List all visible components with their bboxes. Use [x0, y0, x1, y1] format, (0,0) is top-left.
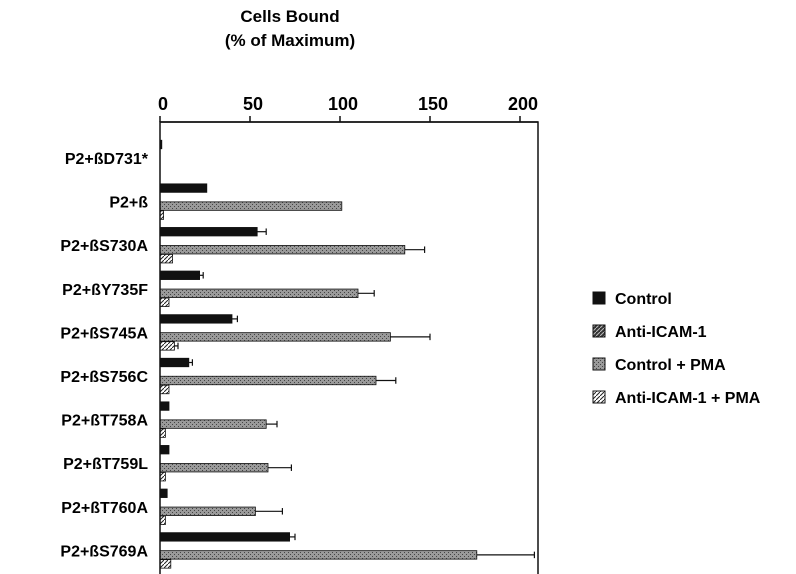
bar — [159, 445, 170, 455]
bar — [159, 288, 359, 298]
bar — [159, 314, 233, 324]
chart-title-line-1: Cells Bound — [240, 7, 339, 26]
bar — [159, 183, 208, 193]
x-tick-label: 150 — [418, 94, 448, 114]
bar — [159, 375, 377, 386]
bar — [159, 472, 166, 482]
category-label: P2+ßS756C — [60, 369, 148, 386]
x-tick-label: 100 — [328, 94, 358, 114]
category-label: P2+ßY735F — [62, 282, 148, 299]
legend-swatch — [592, 324, 606, 338]
x-tick-label: 50 — [243, 94, 263, 114]
bar — [159, 201, 343, 211]
category-label: P2+ßS730A — [60, 238, 148, 255]
bar — [159, 401, 170, 411]
bar — [159, 254, 174, 264]
legend-label: Control + PMA — [615, 357, 726, 374]
bar — [159, 550, 478, 560]
legend-label: Anti-ICAM-1 — [615, 324, 707, 341]
legend-label: Anti-ICAM-1 + PMA — [615, 390, 761, 407]
bar — [159, 332, 391, 342]
bar — [159, 341, 175, 351]
bar — [159, 227, 258, 237]
category-labels: P2+ßD731* P2+ß P2+ßS730A P2+ßY735F P2+ßS745A… — [60, 151, 148, 560]
bar — [159, 245, 406, 255]
category-label: P2+ßD731* — [65, 151, 149, 168]
bar — [159, 357, 190, 368]
plot-frame — [159, 121, 539, 574]
bar — [159, 463, 269, 473]
category-label: P2+ßT759L — [63, 456, 148, 473]
category-label: P2+ß — [109, 195, 148, 212]
legend-swatch — [592, 357, 606, 371]
legend: Control Anti-ICAM-1 Control + PMA Anti-ICAM… — [592, 291, 761, 407]
category-label: P2+ßS769A — [60, 543, 148, 560]
bar — [159, 506, 256, 516]
bars — [159, 139, 536, 569]
x-tick-label: 0 — [158, 94, 168, 114]
bar — [159, 419, 267, 429]
bar — [159, 515, 166, 525]
legend-swatch — [592, 291, 606, 305]
bar — [159, 559, 172, 569]
x-tick-label: 200 — [508, 94, 538, 114]
category-label: P2+ßS745A — [60, 325, 148, 342]
bar — [159, 488, 168, 498]
bar — [159, 428, 166, 438]
chart-title-line-2: (% of Maximum) — [225, 31, 355, 50]
category-label: P2+ßT758A — [61, 413, 148, 430]
x-axis: 0 50 100 150 200 — [158, 94, 538, 123]
legend-swatch — [592, 390, 606, 404]
bar — [159, 297, 170, 307]
bar — [159, 270, 200, 280]
bar — [159, 384, 170, 395]
bar — [159, 532, 291, 542]
category-label: P2+ßT760A — [61, 500, 148, 517]
legend-label: Control — [615, 291, 672, 308]
